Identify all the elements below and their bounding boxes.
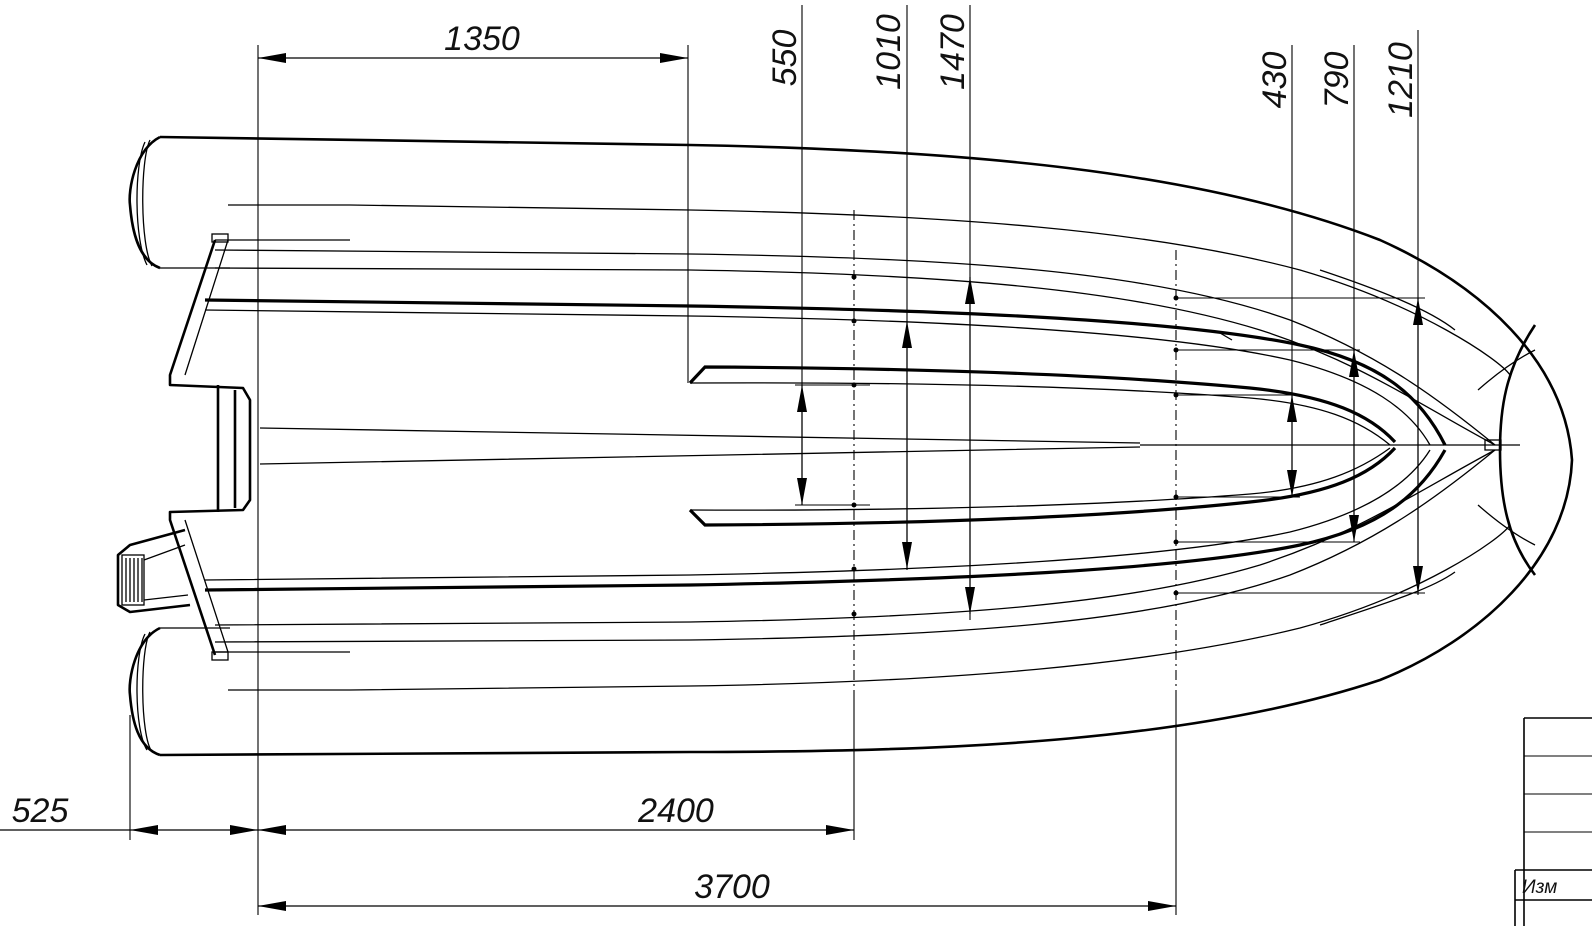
lower-chine	[204, 449, 1447, 592]
dim-label-430: 430	[1256, 52, 1294, 109]
dim-1210: 1210	[1382, 42, 1423, 593]
dim-430: 430	[1256, 52, 1297, 497]
hull-outline	[116, 135, 1574, 757]
dim-1470: 1470	[934, 14, 975, 614]
transom	[168, 239, 252, 656]
title-block-label: Изм	[1522, 877, 1557, 898]
dim-1350: 1350	[258, 20, 688, 63]
dim-label-2400: 2400	[637, 792, 714, 830]
dim-1010: 1010	[870, 14, 912, 569]
dim-3700: 3700	[258, 868, 1176, 911]
upper-chine	[204, 298, 1447, 446]
dim-label-1470: 1470	[934, 14, 972, 90]
inner-tube-edge	[228, 204, 1511, 376]
upper-strake	[688, 365, 1397, 444]
motor-mount	[116, 528, 191, 614]
dim-790: 790	[1318, 52, 1359, 542]
title-block: Изм	[1514, 717, 1592, 926]
dim-label-1010: 1010	[870, 14, 908, 90]
dim-550: 550	[766, 30, 807, 505]
dim-2400: 2400	[258, 792, 854, 835]
station-points	[851, 274, 1179, 617]
dim-525: 525	[0, 792, 258, 835]
upper-tube-end-cap	[128, 135, 161, 270]
dim-label-525: 525	[12, 792, 69, 830]
keel-line	[259, 427, 1520, 465]
bow-cap-arc	[1498, 324, 1537, 576]
dim-label-3700: 3700	[694, 868, 770, 906]
dim-label-550: 550	[766, 30, 804, 87]
bow-eye	[1484, 439, 1502, 451]
dim-label-790: 790	[1318, 52, 1356, 109]
dim-label-1210: 1210	[1382, 42, 1420, 118]
extension-lines	[129, 5, 1425, 915]
lower-strake	[688, 446, 1397, 527]
lower-tube-end-cap	[128, 626, 161, 757]
dim-label-1350: 1350	[444, 20, 520, 58]
outer-tube-edge	[159, 135, 1574, 757]
